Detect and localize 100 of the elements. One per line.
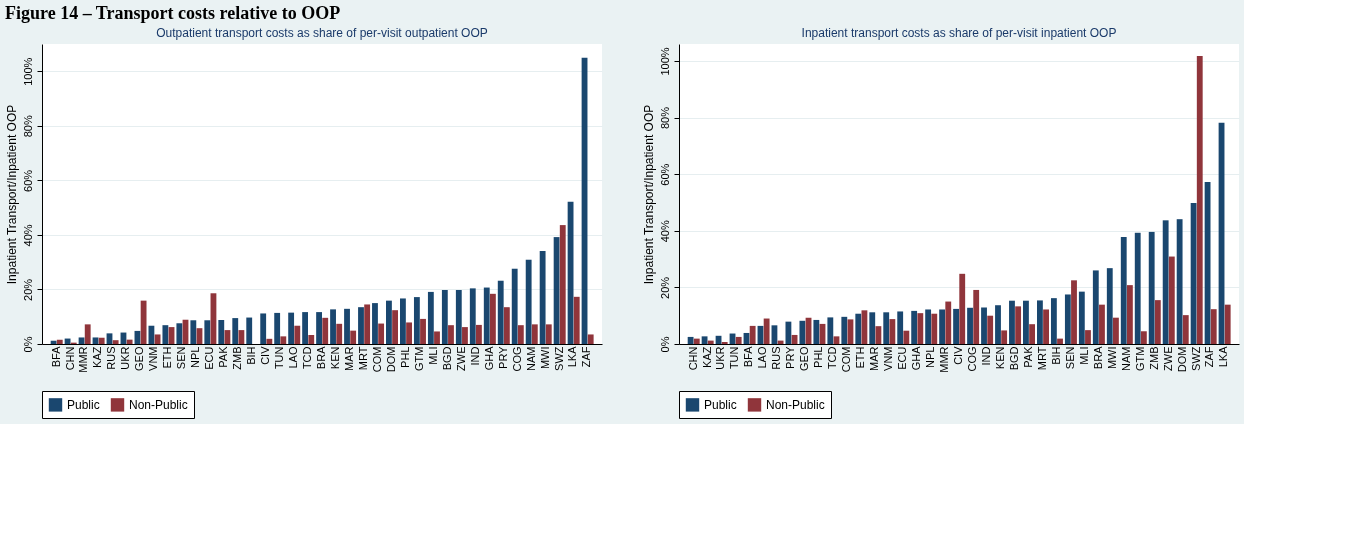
bar (246, 317, 253, 344)
bar (1036, 300, 1043, 344)
x-tick-label: NAM (1119, 346, 1132, 371)
x-tick-label: TCD (826, 346, 839, 370)
x-tick-label: MRT (1035, 346, 1048, 371)
y-tick-label: 100% (21, 57, 34, 86)
x-tick-label: ZWE (1161, 346, 1174, 371)
bar (1196, 55, 1203, 344)
bar (1140, 331, 1147, 344)
bar (238, 330, 245, 344)
x-tick-label: DOM (1175, 346, 1188, 373)
x-tick-label: MLI (426, 346, 439, 365)
x-tick-label: NAM (524, 346, 537, 371)
x-tick-label: KEN (993, 346, 1006, 370)
x-tick-label: MMR (77, 346, 90, 373)
bar (855, 313, 862, 344)
bar (967, 307, 973, 344)
bar (1015, 306, 1022, 344)
bar (559, 225, 566, 344)
x-tick-label: MAR (868, 346, 881, 371)
bar (939, 309, 946, 344)
x-tick-label: ZMB (1147, 346, 1160, 370)
bar (1210, 309, 1217, 344)
x-tick-label: BRA (315, 345, 327, 370)
bar (232, 318, 239, 344)
bar (1078, 291, 1085, 344)
bar (162, 325, 169, 344)
bar (386, 300, 392, 344)
bar (1148, 231, 1155, 344)
bar (917, 313, 924, 344)
bar (392, 310, 399, 344)
x-tick-label: BFA (742, 345, 755, 368)
bar (336, 323, 343, 344)
bar (462, 327, 468, 344)
bar (1190, 203, 1197, 344)
bar (176, 323, 183, 344)
bar (218, 320, 225, 344)
y-tick-label: 20% (21, 278, 34, 301)
x-tick-label: KAZ (700, 346, 713, 368)
x-tick-label: TUN (728, 346, 741, 370)
bar (1057, 338, 1063, 344)
y-tick-label: 60% (21, 169, 34, 192)
bar (813, 319, 820, 344)
x-tick-label: UKR (119, 346, 132, 370)
x-tick-label: SWZ (552, 346, 565, 371)
x-tick-label: ZMB (231, 346, 244, 370)
caption: Figure 14 – Transport costs relative to OOP (5, 3, 341, 23)
bar (531, 324, 538, 344)
bar (280, 336, 287, 344)
bar (1154, 300, 1161, 344)
bar (497, 280, 504, 344)
x-tick-label: ETH (854, 346, 867, 369)
x-tick-label: ZAF (1203, 346, 1216, 368)
x-tick-label: IND (979, 346, 992, 366)
bar (140, 300, 147, 344)
bar (911, 310, 918, 344)
y-tick-label: 40% (21, 224, 34, 247)
bar (406, 322, 412, 344)
x-tick-label: ZWE (454, 346, 467, 371)
bar (322, 317, 329, 344)
y-tick-label: 0% (658, 336, 671, 353)
bar (875, 326, 882, 344)
y-tick-label: 80% (658, 106, 671, 130)
bar (489, 293, 496, 344)
bar (126, 339, 133, 344)
bar (973, 289, 980, 344)
x-tick-label: GEO (798, 346, 811, 371)
bar (539, 251, 546, 344)
bar (1001, 330, 1008, 344)
x-tick-label: DOM (384, 346, 397, 373)
x-tick-label: BFA (49, 345, 62, 368)
bar (358, 307, 364, 344)
bar (372, 303, 378, 344)
y-axis-title: Inpatient Transport/Inpatient OOP (641, 104, 656, 285)
x-tick-label: PRY (496, 345, 509, 369)
x-tick-label: GTM (412, 346, 425, 371)
x-tick-label: BGD (1007, 346, 1020, 371)
legend-label: Non-Public (766, 397, 825, 412)
bar (1064, 294, 1071, 344)
bar (777, 340, 784, 344)
bar (883, 312, 890, 344)
x-tick-label: TUN (273, 346, 286, 370)
x-tick-label: COM (370, 346, 383, 373)
x-tick-label: COG (965, 346, 978, 372)
bar (483, 287, 490, 344)
x-tick-label: SWZ (1189, 346, 1202, 371)
bar (190, 320, 197, 344)
x-tick-label: KEN (328, 346, 341, 370)
bar (707, 340, 714, 344)
x-tick-label: UKR (714, 346, 727, 370)
x-tick-label: MLI (1077, 346, 1090, 365)
bar (1224, 304, 1231, 344)
bar (1092, 270, 1099, 344)
x-tick-label: BIH (245, 346, 258, 365)
x-tick-label: PHL (812, 346, 825, 368)
x-tick-label: LKA (566, 345, 579, 368)
x-tick-label: VNM (147, 346, 160, 371)
bar (288, 312, 295, 344)
x-tick-label: MRT (356, 346, 369, 371)
x-tick-label: COG (510, 346, 523, 372)
